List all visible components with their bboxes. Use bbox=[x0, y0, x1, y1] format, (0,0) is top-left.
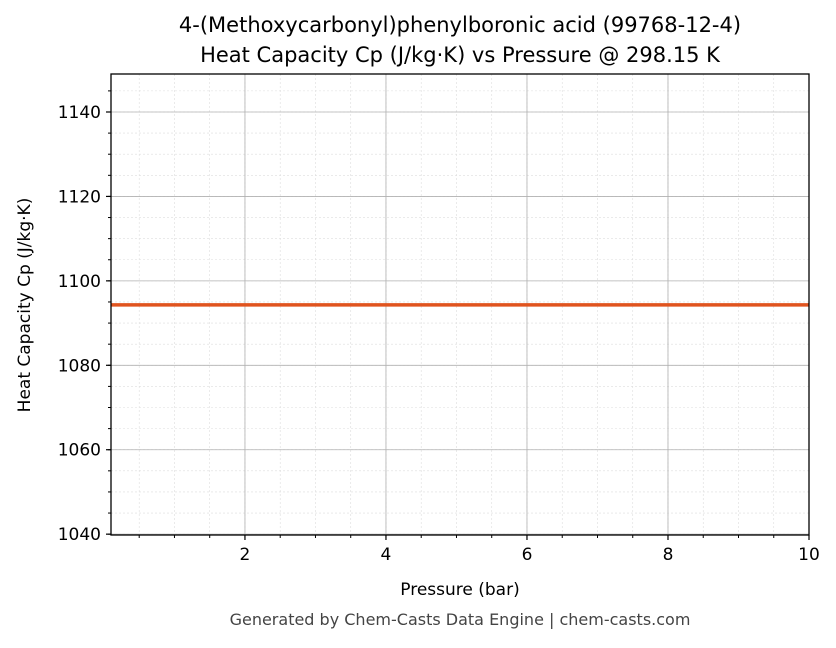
x-tick-label: 4 bbox=[381, 545, 392, 565]
ticks: 2 4 6 8 10 1040 1060 1080 1100 1120 1140 bbox=[58, 90, 820, 565]
plot-frame bbox=[110, 73, 810, 536]
y-tick-label: 1040 bbox=[58, 525, 101, 545]
x-tick-label: 2 bbox=[240, 545, 251, 565]
y-axis-label: Heat Capacity Cp (J/kg·K) bbox=[15, 198, 35, 413]
y-tick-label: 1140 bbox=[58, 103, 101, 123]
chart-title: 4-(Methoxycarbonyl)phenylboronic acid (9… bbox=[179, 13, 741, 37]
y-tick-label: 1100 bbox=[58, 272, 101, 292]
x-tick-label: 10 bbox=[798, 545, 820, 565]
footer: Generated by Chem-Casts Data Engine | ch… bbox=[230, 610, 691, 629]
x-tick-label: 8 bbox=[663, 545, 674, 565]
chart-subtitle: Heat Capacity Cp (J/kg·K) vs Pressure @ … bbox=[200, 43, 721, 67]
y-tick-label: 1060 bbox=[58, 441, 101, 461]
x-axis-label: Pressure (bar) bbox=[400, 580, 519, 600]
y-tick-label: 1120 bbox=[58, 187, 101, 207]
y-tick-label: 1080 bbox=[58, 356, 101, 376]
x-tick-label: 6 bbox=[522, 545, 533, 565]
